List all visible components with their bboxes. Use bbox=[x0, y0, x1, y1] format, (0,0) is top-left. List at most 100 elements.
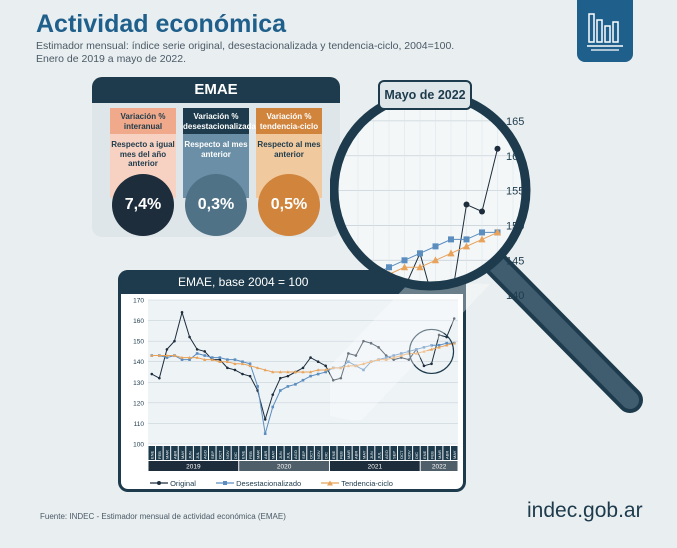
month-cell bbox=[420, 446, 428, 460]
point-tendencia bbox=[203, 357, 207, 361]
point-tendencia bbox=[157, 353, 161, 357]
point-desestacionalizado bbox=[203, 354, 207, 357]
month-cell bbox=[269, 446, 277, 460]
zoom-highlight-circle bbox=[408, 328, 455, 375]
point-tendencia bbox=[218, 360, 222, 364]
point-tendencia bbox=[248, 364, 252, 368]
point-original bbox=[384, 354, 388, 357]
x-tick-label: MAR bbox=[437, 450, 442, 459]
point-original bbox=[233, 368, 237, 372]
legend-tendencia: Tendencia-ciclo bbox=[321, 479, 393, 488]
point-desestacionalizado bbox=[256, 385, 259, 388]
x-tick-label: ENE bbox=[422, 450, 427, 459]
x-tick-label: SEP bbox=[210, 451, 215, 459]
point-original bbox=[437, 333, 441, 337]
point-original bbox=[165, 348, 169, 351]
x-tick-label: MAY bbox=[361, 450, 366, 459]
x-tick-label: JUL bbox=[195, 451, 200, 459]
x-tick-label: NOV bbox=[407, 450, 412, 459]
legend-desestacionalizado: Desestacionalizado bbox=[216, 479, 301, 488]
point-tendencia bbox=[316, 368, 320, 372]
x-tick-label: AGO bbox=[384, 450, 389, 459]
point-desestacionalizado bbox=[279, 389, 282, 392]
point-desestacionalizado bbox=[324, 370, 327, 374]
month-cell bbox=[413, 446, 420, 460]
point-original bbox=[377, 346, 380, 349]
x-tick-label: MAY bbox=[271, 450, 276, 459]
month-cell bbox=[397, 446, 405, 460]
emae-panel-title: EMAE bbox=[92, 77, 340, 103]
month-cell bbox=[178, 446, 186, 460]
month-cell bbox=[284, 446, 292, 460]
point-original bbox=[479, 208, 485, 215]
point-desestacionalizado bbox=[384, 356, 388, 359]
zoom-y-tick-label: 140 bbox=[506, 290, 524, 302]
y-tick-label: 120 bbox=[133, 400, 144, 407]
point-desestacionalizado bbox=[241, 360, 244, 364]
column-header-line-1: Variación % bbox=[266, 112, 312, 121]
x-tick-label: ENE bbox=[331, 450, 336, 459]
month-cell bbox=[382, 446, 390, 460]
point-desestacionalizado bbox=[286, 385, 290, 388]
month-cell bbox=[254, 446, 261, 460]
point-original bbox=[279, 376, 282, 380]
point-tendencia bbox=[286, 370, 290, 374]
zoom-y-tick-label: 165 bbox=[506, 116, 524, 128]
point-original bbox=[369, 341, 373, 345]
point-tendencia bbox=[240, 362, 245, 366]
point-desestacionalizado bbox=[188, 358, 191, 361]
point-tendencia bbox=[493, 228, 502, 236]
point-desestacionalizado bbox=[399, 352, 403, 355]
point-desestacionalizado bbox=[248, 362, 252, 366]
x-tick-label: NOV bbox=[225, 450, 230, 459]
x-tick-label: FEB bbox=[248, 451, 253, 459]
emae-column-tendencia: Variación % tendencia-ciclo Respecto al … bbox=[256, 108, 322, 236]
point-tendencia bbox=[400, 263, 409, 271]
point-tendencia bbox=[369, 277, 378, 285]
month-cell bbox=[277, 446, 284, 460]
point-tendencia bbox=[188, 355, 192, 359]
point-tendencia bbox=[377, 357, 381, 361]
zoom-y-tick-label: 145 bbox=[506, 255, 524, 267]
x-tick-label: DIC bbox=[323, 452, 328, 459]
value-circle: 0,5% bbox=[258, 174, 320, 236]
point-desestacionalizado bbox=[347, 360, 350, 364]
brand-logo: indec.gob.ar bbox=[527, 499, 643, 522]
point-desestacionalizado bbox=[263, 432, 267, 436]
point-tendencia bbox=[346, 364, 350, 368]
point-original bbox=[331, 378, 335, 382]
x-tick-label: DIC bbox=[233, 452, 238, 459]
point-tendencia bbox=[210, 357, 214, 361]
x-tick-label: MAR bbox=[255, 450, 260, 459]
year-band bbox=[329, 461, 420, 471]
legend-tendencia-label: Tendencia-ciclo bbox=[341, 479, 393, 488]
point-original bbox=[463, 201, 470, 208]
year-label: 2019 bbox=[186, 464, 201, 471]
magnifier-lens bbox=[334, 94, 526, 286]
column-header-line-1: Variación % bbox=[193, 112, 239, 121]
point-tendencia bbox=[331, 366, 335, 370]
point-desestacionalizado bbox=[401, 257, 408, 264]
point-tendencia bbox=[271, 370, 275, 374]
month-cell bbox=[208, 446, 216, 460]
y-tick-label: 140 bbox=[133, 359, 144, 366]
point-tendencia bbox=[447, 249, 455, 257]
month-cell bbox=[193, 446, 201, 460]
point-tendencia bbox=[384, 357, 388, 361]
x-tick-label: OCT bbox=[399, 450, 404, 459]
year-band bbox=[239, 461, 329, 471]
x-tick-label: NOV bbox=[316, 450, 321, 459]
point-desestacionalizado bbox=[301, 378, 305, 382]
point-desestacionalizado bbox=[355, 278, 361, 285]
year-label: 2020 bbox=[277, 464, 292, 471]
point-tendencia bbox=[172, 353, 177, 357]
point-tendencia bbox=[452, 341, 456, 345]
subtitle-line-1: Estimador mensual: índice serie original… bbox=[36, 40, 455, 52]
x-tick-label: JUL bbox=[286, 451, 291, 459]
point-original bbox=[248, 374, 252, 378]
point-original bbox=[370, 285, 377, 286]
point-original bbox=[180, 311, 184, 314]
point-original bbox=[241, 372, 244, 376]
point-tendencia bbox=[354, 364, 358, 368]
column-header-line-2: tendencia-ciclo bbox=[259, 121, 319, 131]
